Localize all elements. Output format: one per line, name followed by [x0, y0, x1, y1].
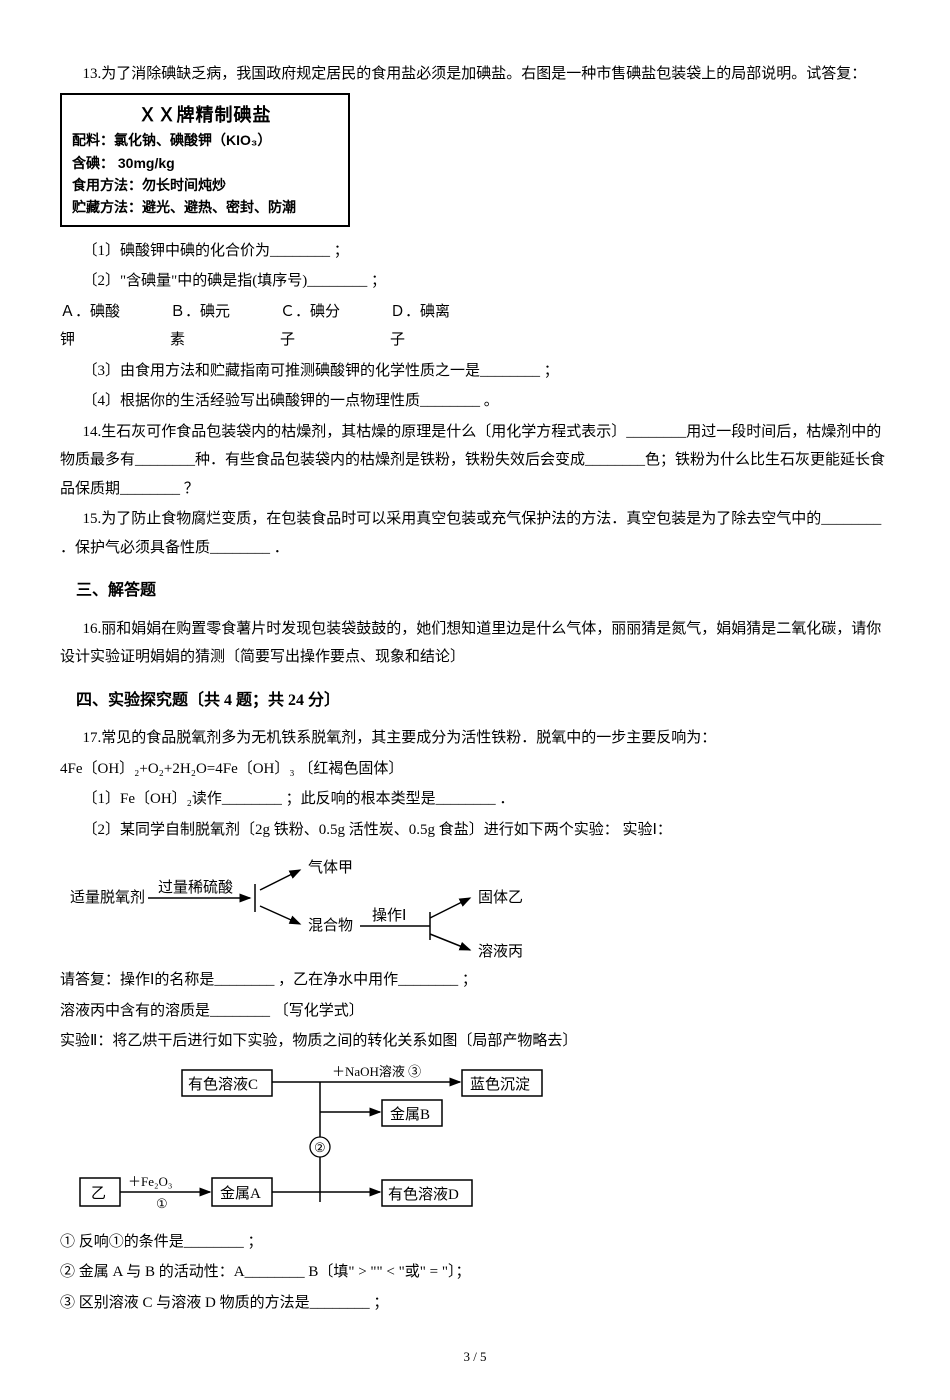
d2-fe2o3: ＋Fe₂O₃ [128, 1174, 172, 1189]
opt-c-2: 子 [280, 326, 390, 355]
q13-sub1: 〔1〕碘酸钾中碘的化合价为________ ； [60, 237, 890, 266]
q17-sub1: 〔1〕Fe〔OH〕₂读作________ ；此反响的根本类型是________ … [60, 785, 890, 814]
box-line-2: 含碘： 30mg/kg [72, 152, 338, 174]
q14-text: 14.生石灰可作食品包装袋内的枯燥剂，其枯燥的原理是什么〔用化学方程式表示〕__… [60, 418, 890, 504]
opt-b-1: Ｂ．碘元 [170, 298, 280, 327]
opt-d-2: 子 [390, 326, 500, 355]
q13-sub2: 〔2〕"含碘量"中的碘是指(填序号)________ ； [60, 267, 890, 296]
opt-d-1: Ｄ．碘离 [390, 298, 500, 327]
q17-followup2: 溶液丙中含有的溶质是________ 〔写化学式〕 [60, 997, 890, 1026]
q15-text: 15.为了防止食物腐烂变质，在包装食品时可以采用真空包装或充气保护法的方法．真空… [60, 505, 890, 562]
q13-intro: 13.为了消除碘缺乏病，我国政府规定居民的食用盐必须是加碘盐。右图是一种市售碘盐… [60, 60, 890, 89]
diagram-1: 适量脱氧剂 过量稀硫酸 气体甲 混合物 操作Ⅰ 固体乙 溶液丙 [60, 850, 890, 960]
section-4-title: 四、实验探究题〔共 4 题；共 24 分〕 [60, 686, 890, 716]
box-line-1: 配料：氯化钠、碘酸钾（KIO₃） [72, 129, 338, 151]
d1-acid: 过量稀硫酸 [158, 879, 233, 896]
d1-op: 操作Ⅰ [372, 907, 406, 924]
d1-mix: 混合物 [308, 917, 353, 934]
d2-solD: 有色溶液D [388, 1186, 459, 1203]
box-line-4: 贮藏方法：避光、避热、密封、防潮 [72, 196, 338, 218]
d1-solution: 溶液丙 [478, 943, 523, 960]
d2-c2: ② [314, 1140, 326, 1155]
opt-a-2: 钾 [60, 326, 170, 355]
d2-blue: 蓝色沉淀 [470, 1076, 530, 1093]
d1-gas: 气体甲 [308, 859, 353, 876]
box-title: ＸＸ牌精制碘盐 [72, 101, 338, 130]
q17-qa: ① 反响①的条件是________ ； [60, 1228, 890, 1257]
q17-followup1: 请答复：操作Ⅰ的名称是________ ，乙在净水中用作________ ； [60, 966, 890, 995]
page-number: 3 / 5 [60, 1345, 890, 1370]
d2-naoh: ＋NaOH溶液 ③ [332, 1064, 421, 1079]
q13-sub4: 〔4〕根据你的生活经验写出碘酸钾的一点物理性质________ 。 [60, 387, 890, 416]
d2-c1: ① [156, 1196, 168, 1211]
q17-exp2: 实验Ⅱ：将乙烘干后进行如下实验，物质之间的转化关系如图〔局部产物略去〕 [60, 1027, 890, 1056]
diagram-2: 乙 ＋Fe₂O₃ ① 金属A ② 有色溶液C ＋NaOH溶液 ③ 蓝色沉淀 金属… [60, 1062, 890, 1222]
q17-qc: ③ 区别溶液 C 与溶液 D 物质的方法是________ ； [60, 1289, 890, 1318]
q17-intro: 17.常见的食品脱氧剂多为无机铁系脱氧剂，其主要成分为活性铁粉．脱氧中的一步主要… [60, 724, 890, 753]
d1-reagent: 适量脱氧剂 [70, 889, 145, 906]
d2-yi: 乙 [91, 1186, 106, 1202]
d2-solC: 有色溶液C [188, 1076, 258, 1093]
q17-sub2: 〔2〕某同学自制脱氧剂〔2g 铁粉、0.5g 活性炭、0.5g 食盐〕进行如下两… [60, 816, 890, 845]
box-line-3: 食用方法：勿长时间炖炒 [72, 174, 338, 196]
q13-options: Ａ．碘酸 钾 Ｂ．碘元 素 Ｃ．碘分 子 Ｄ．碘离 子 [60, 298, 890, 355]
opt-a-1: Ａ．碘酸 [60, 298, 170, 327]
iodized-salt-box: ＸＸ牌精制碘盐 配料：氯化钠、碘酸钾（KIO₃） 含碘： 30mg/kg 食用方… [60, 93, 350, 227]
q16-text: 16.丽和娟娟在购置零食薯片时发现包装袋鼓鼓的，她们想知道里边是什么气体，丽丽猜… [60, 615, 890, 672]
opt-c-1: Ｃ．碘分 [280, 298, 390, 327]
section-3-title: 三、解答题 [60, 576, 890, 606]
d2-metalA: 金属A [220, 1185, 261, 1202]
q17-qb: ② 金属 A 与 B 的活动性：A________ B〔填" > "" < "或… [60, 1258, 890, 1287]
q13-sub3: 〔3〕由食用方法和贮藏指南可推测碘酸钾的化学性质之一是________ ； [60, 357, 890, 386]
d2-metalB: 金属B [390, 1106, 430, 1123]
opt-b-2: 素 [170, 326, 280, 355]
d1-solid: 固体乙 [478, 889, 523, 906]
q17-eq: 4Fe〔OH〕₂+O₂+2H₂O=4Fe〔OH〕₃ 〔红褐色固体〕 [60, 755, 890, 784]
